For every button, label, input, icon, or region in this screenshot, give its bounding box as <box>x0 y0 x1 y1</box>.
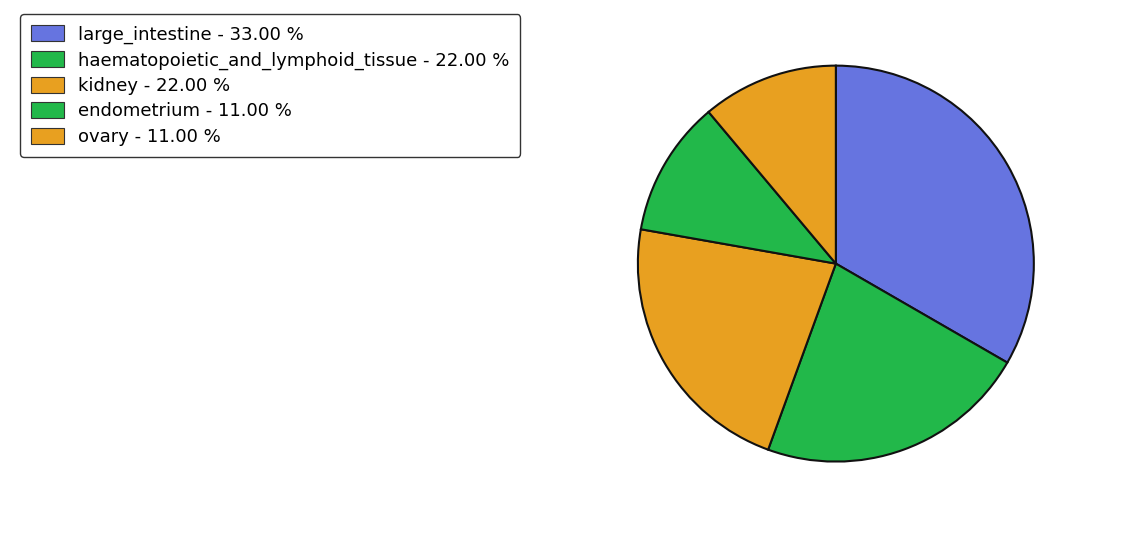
Wedge shape <box>709 66 836 264</box>
Wedge shape <box>638 229 836 450</box>
Wedge shape <box>836 66 1034 363</box>
Legend: large_intestine - 33.00 %, haematopoietic_and_lymphoid_tissue - 22.00 %, kidney : large_intestine - 33.00 %, haematopoieti… <box>21 15 521 157</box>
Wedge shape <box>768 264 1008 462</box>
Wedge shape <box>641 112 836 264</box>
